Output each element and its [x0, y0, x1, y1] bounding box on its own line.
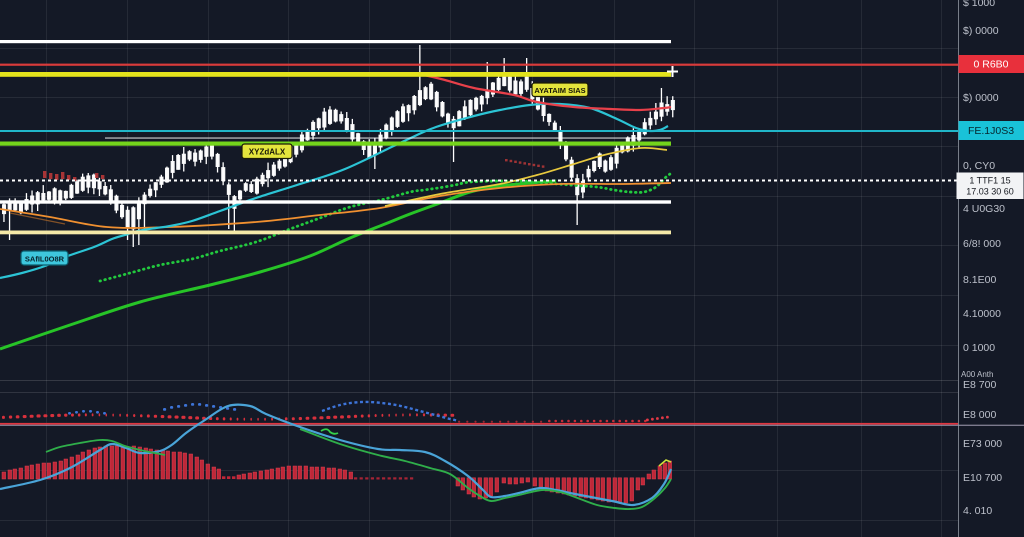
svg-text:8.1E00: 8.1E00 — [963, 274, 996, 286]
svg-text:AYATAIM SIAS: AYATAIM SIAS — [534, 86, 585, 95]
svg-text:17.03 30 60: 17.03 30 60 — [966, 187, 1014, 197]
svg-text:0, CY0: 0, CY0 — [963, 160, 995, 172]
svg-text:XYZdALX: XYZdALX — [249, 148, 286, 157]
svg-text:A00 Anth: A00 Anth — [961, 370, 993, 379]
svg-text:0 R6B0: 0 R6B0 — [973, 59, 1008, 71]
svg-text:E10 700: E10 700 — [963, 472, 1002, 484]
svg-text:$ 1000: $ 1000 — [963, 0, 995, 9]
svg-text:0 1000: 0 1000 — [963, 342, 995, 354]
svg-text:1 TTF1 15: 1 TTF1 15 — [969, 176, 1010, 186]
svg-text:4.10000: 4.10000 — [963, 308, 1001, 320]
svg-text:$) 0000: $) 0000 — [963, 25, 999, 37]
svg-text:4 U0G30: 4 U0G30 — [963, 203, 1005, 215]
svg-text:6/8! 000: 6/8! 000 — [963, 238, 1001, 250]
svg-text:E8 700: E8 700 — [963, 379, 996, 391]
svg-text:4. 010: 4. 010 — [963, 505, 992, 517]
svg-text:FE.1J0S3: FE.1J0S3 — [968, 125, 1014, 137]
svg-text:E73 000: E73 000 — [963, 438, 1002, 450]
svg-text:SAfIL0O8R: SAfIL0O8R — [25, 254, 65, 263]
svg-text:E8 000: E8 000 — [963, 409, 996, 421]
svg-text:$) 0000: $) 0000 — [963, 92, 999, 104]
